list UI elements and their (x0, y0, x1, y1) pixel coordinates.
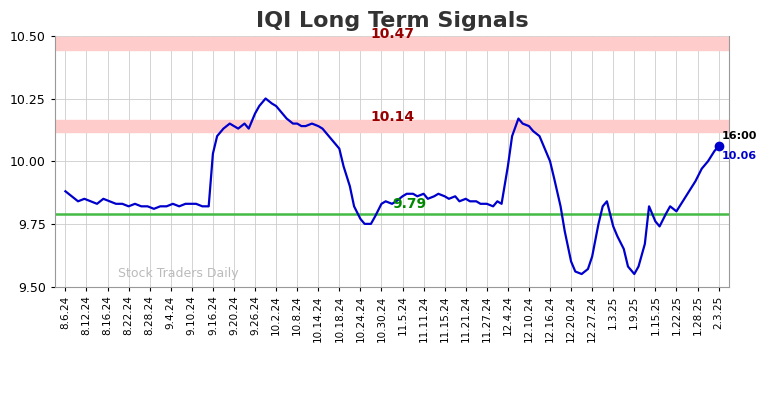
Text: 10.47: 10.47 (371, 27, 415, 41)
Text: 9.79: 9.79 (392, 197, 426, 211)
Title: IQI Long Term Signals: IQI Long Term Signals (256, 12, 528, 31)
Bar (55, 120, 729, 133)
Text: 10.06: 10.06 (722, 151, 757, 161)
Text: Stock Traders Daily: Stock Traders Daily (118, 267, 238, 280)
Text: 16:00: 16:00 (722, 131, 757, 141)
Bar (55, 37, 729, 50)
Text: 10.14: 10.14 (371, 109, 415, 124)
